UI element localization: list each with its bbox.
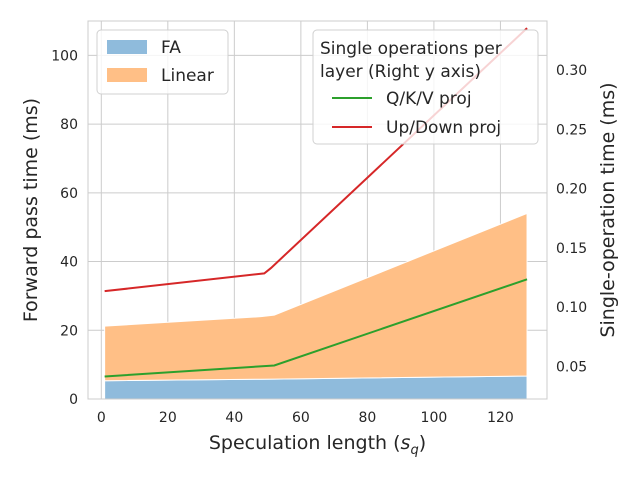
legend-lines-box xyxy=(312,29,539,145)
left-y-tick-label-4: 80 xyxy=(60,117,78,133)
x-tick-label-0: 0 xyxy=(97,410,106,426)
legend-areas: FA Linear xyxy=(96,29,229,95)
right-y-tick-label-5: 0.30 xyxy=(556,63,587,79)
left-y-tick-label-5: 100 xyxy=(51,48,78,64)
x-axis-ticks: 0 20 40 60 80 100 120 xyxy=(97,410,514,426)
legend-lines: Single operations per layer (Right y axi… xyxy=(312,29,539,145)
legend-swatch-fa xyxy=(107,40,147,54)
right-y-tick-label-3: 0.20 xyxy=(556,182,587,198)
x-axis-label: Speculation length (sq) xyxy=(209,432,426,458)
legend-label-updown: Up/Down proj xyxy=(386,118,501,138)
right-y-axis-label: Single-operation time (ms) xyxy=(597,82,619,337)
x-tick-label-6: 120 xyxy=(487,410,514,426)
x-axis-label-prefix: Speculation length ( xyxy=(209,432,401,454)
x-tick-label-4: 80 xyxy=(358,410,376,426)
right-y-tick-label-4: 0.25 xyxy=(556,122,587,138)
x-axis-label-symbol: s xyxy=(401,432,411,454)
left-y-axis-ticks: 0 20 40 60 80 100 xyxy=(51,48,78,408)
line-up-down-proj xyxy=(104,27,528,293)
area-linear xyxy=(104,212,528,382)
x-tick-label-5: 100 xyxy=(421,410,448,426)
x-tick-label-3: 60 xyxy=(292,410,310,426)
legend-swatch-linear xyxy=(107,68,147,82)
legend-label-fa: FA xyxy=(161,38,181,58)
line-q-k-v-proj xyxy=(104,278,528,378)
plot-frame xyxy=(87,20,548,400)
right-y-tick-label-1: 0.10 xyxy=(556,300,587,316)
legend-title-line-1: Single operations per xyxy=(320,39,502,59)
left-y-tick-label-2: 40 xyxy=(60,255,78,271)
right-y-axis-ticks: 0.05 0.10 0.15 0.20 0.25 0.30 xyxy=(556,63,587,375)
x-tick-label-1: 20 xyxy=(159,410,177,426)
legend-title-line-2: layer (Right y axis) xyxy=(320,62,481,82)
right-y-tick-label-2: 0.15 xyxy=(556,241,587,257)
line-series xyxy=(104,27,528,378)
left-y-tick-label-3: 60 xyxy=(60,186,78,202)
legend-label-linear: Linear xyxy=(161,66,214,86)
x-axis-label-subscript: q xyxy=(410,443,418,458)
legend-label-qkv: Q/K/V proj xyxy=(386,89,472,109)
right-y-tick-label-0: 0.05 xyxy=(556,359,587,375)
left-y-axis-label: Forward pass time (ms) xyxy=(20,98,42,322)
x-tick-label-2: 40 xyxy=(225,410,243,426)
left-y-tick-label-1: 20 xyxy=(60,323,78,339)
left-y-tick-label-0: 0 xyxy=(69,392,78,408)
x-axis-label-suffix: ) xyxy=(419,432,426,454)
